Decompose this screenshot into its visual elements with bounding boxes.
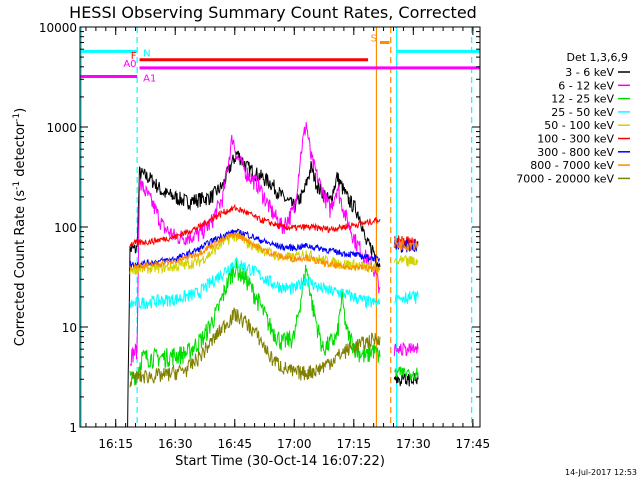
legend-label-6: 300 - 800 keV: [537, 146, 614, 159]
legend-label-1: 6 - 12 keV: [558, 79, 614, 92]
flag-label-3: A0: [123, 59, 136, 70]
flag-label-2: F: [131, 51, 137, 62]
series-line-4: [129, 231, 381, 276]
legend-label-2: 12 - 25 keV: [551, 93, 614, 106]
y-tick-label-4: 10000: [39, 21, 77, 35]
x-tick-label-3: 17:00: [277, 437, 312, 451]
series-line-3: [129, 257, 381, 310]
y-tick-label-0: 1: [69, 421, 77, 435]
legend-label-3: 25 - 50 keV: [551, 106, 614, 119]
y-axis-label-sup1: -1: [12, 181, 22, 190]
x-tick-label-0: 16:15: [98, 437, 133, 451]
series-lines: [127, 122, 419, 427]
y-tick-label-2: 100: [54, 221, 77, 235]
legend-label-8: 7000 - 20000 keV: [516, 172, 614, 185]
series-line-6: [129, 228, 381, 269]
y-axis-label-end: ): [13, 108, 28, 113]
x-tick-label-2: 16:45: [217, 437, 252, 451]
legend-label-7: 800 - 7000 keV: [530, 159, 614, 172]
y-axis-label: Corrected Count Rate (s-1 detector-1): [12, 108, 28, 346]
flag-label-5: S: [371, 33, 377, 44]
y-axis-label-main: Corrected Count Rate (s: [13, 190, 28, 347]
legend-label-5: 100 - 300 keV: [537, 133, 614, 146]
post-gap-line-1: [394, 366, 419, 381]
flag-label-0: N: [143, 48, 150, 59]
post-gap-line-2: [394, 289, 419, 304]
post-gap-line-3: [393, 341, 419, 357]
y-tick-label-3: 1000: [46, 121, 77, 135]
y-axis-label-mid: detector: [13, 121, 28, 181]
series-line-8: [129, 307, 381, 388]
y-axis-ticks: 1 10 100 1000 10000: [39, 21, 480, 435]
series-line-2: [129, 260, 381, 386]
post-gap-line-7: [393, 238, 419, 252]
flag-label-4: A1: [143, 73, 156, 84]
chart-title: HESSI Observing Summary Count Rates, Cor…: [69, 3, 477, 22]
vertical-markers: [80, 27, 473, 427]
x-tick-label-6: 17:45: [456, 437, 491, 451]
x-tick-label-1: 16:30: [158, 437, 193, 451]
x-tick-label-5: 17:30: [396, 437, 431, 451]
legend-title: Det 1,3,6,9: [566, 51, 628, 64]
footer-date: 14-Jul-2017 12:53: [565, 468, 637, 477]
y-tick-label-1: 10: [62, 321, 77, 335]
x-axis-ticks: 16:15 16:30 16:45 17:00 17:15 17:30 17:45: [85, 27, 491, 451]
y-axis-label-sup2: -1: [12, 113, 22, 122]
series-line-5: [129, 203, 381, 247]
legend-label-4: 50 - 100 keV: [544, 119, 614, 132]
series-line-7: [129, 231, 381, 273]
x-tick-label-4: 17:15: [337, 437, 372, 451]
post-gap-line-4: [393, 254, 419, 268]
legend-label-0: 3 - 6 keV: [565, 66, 614, 79]
x-axis-label: Start Time (30-Oct-14 16:07:22): [175, 454, 385, 469]
